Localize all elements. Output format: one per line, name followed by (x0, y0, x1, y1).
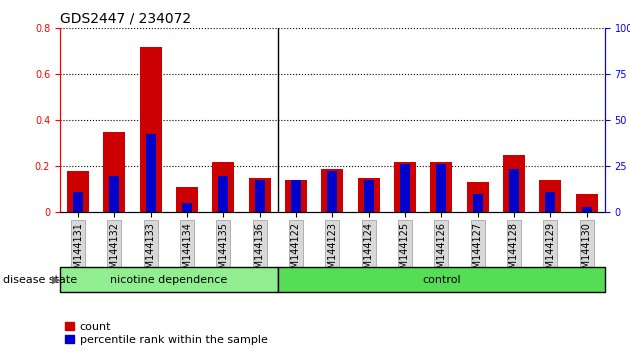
Bar (182, 203, 192, 212)
Text: control: control (422, 275, 461, 285)
Bar (358, 178, 379, 212)
Bar (140, 47, 161, 212)
Bar (255, 180, 265, 212)
Bar (67, 171, 89, 212)
Bar (176, 187, 198, 212)
Bar (394, 162, 416, 212)
Bar (503, 155, 525, 212)
Bar (146, 134, 156, 212)
Bar (576, 194, 597, 212)
Text: nicotine dependence: nicotine dependence (110, 275, 227, 285)
Bar (437, 164, 446, 212)
Bar (285, 180, 307, 212)
Bar (364, 180, 374, 212)
Text: disease state: disease state (3, 275, 77, 285)
Legend: count, percentile rank within the sample: count, percentile rank within the sample (66, 321, 268, 345)
Bar (400, 164, 410, 212)
Bar (219, 176, 228, 212)
Bar (321, 169, 343, 212)
Bar (509, 169, 519, 212)
Bar (110, 176, 119, 212)
Bar (546, 192, 555, 212)
Bar (472, 194, 483, 212)
Bar (291, 180, 301, 212)
Bar (539, 180, 561, 212)
Text: ▶: ▶ (52, 275, 60, 285)
Bar (212, 162, 234, 212)
Text: GDS2447 / 234072: GDS2447 / 234072 (60, 12, 191, 26)
Bar (103, 132, 125, 212)
Bar (581, 207, 592, 212)
Bar (467, 183, 488, 212)
Bar (249, 178, 270, 212)
Bar (328, 171, 337, 212)
Bar (73, 192, 83, 212)
Bar (430, 162, 452, 212)
